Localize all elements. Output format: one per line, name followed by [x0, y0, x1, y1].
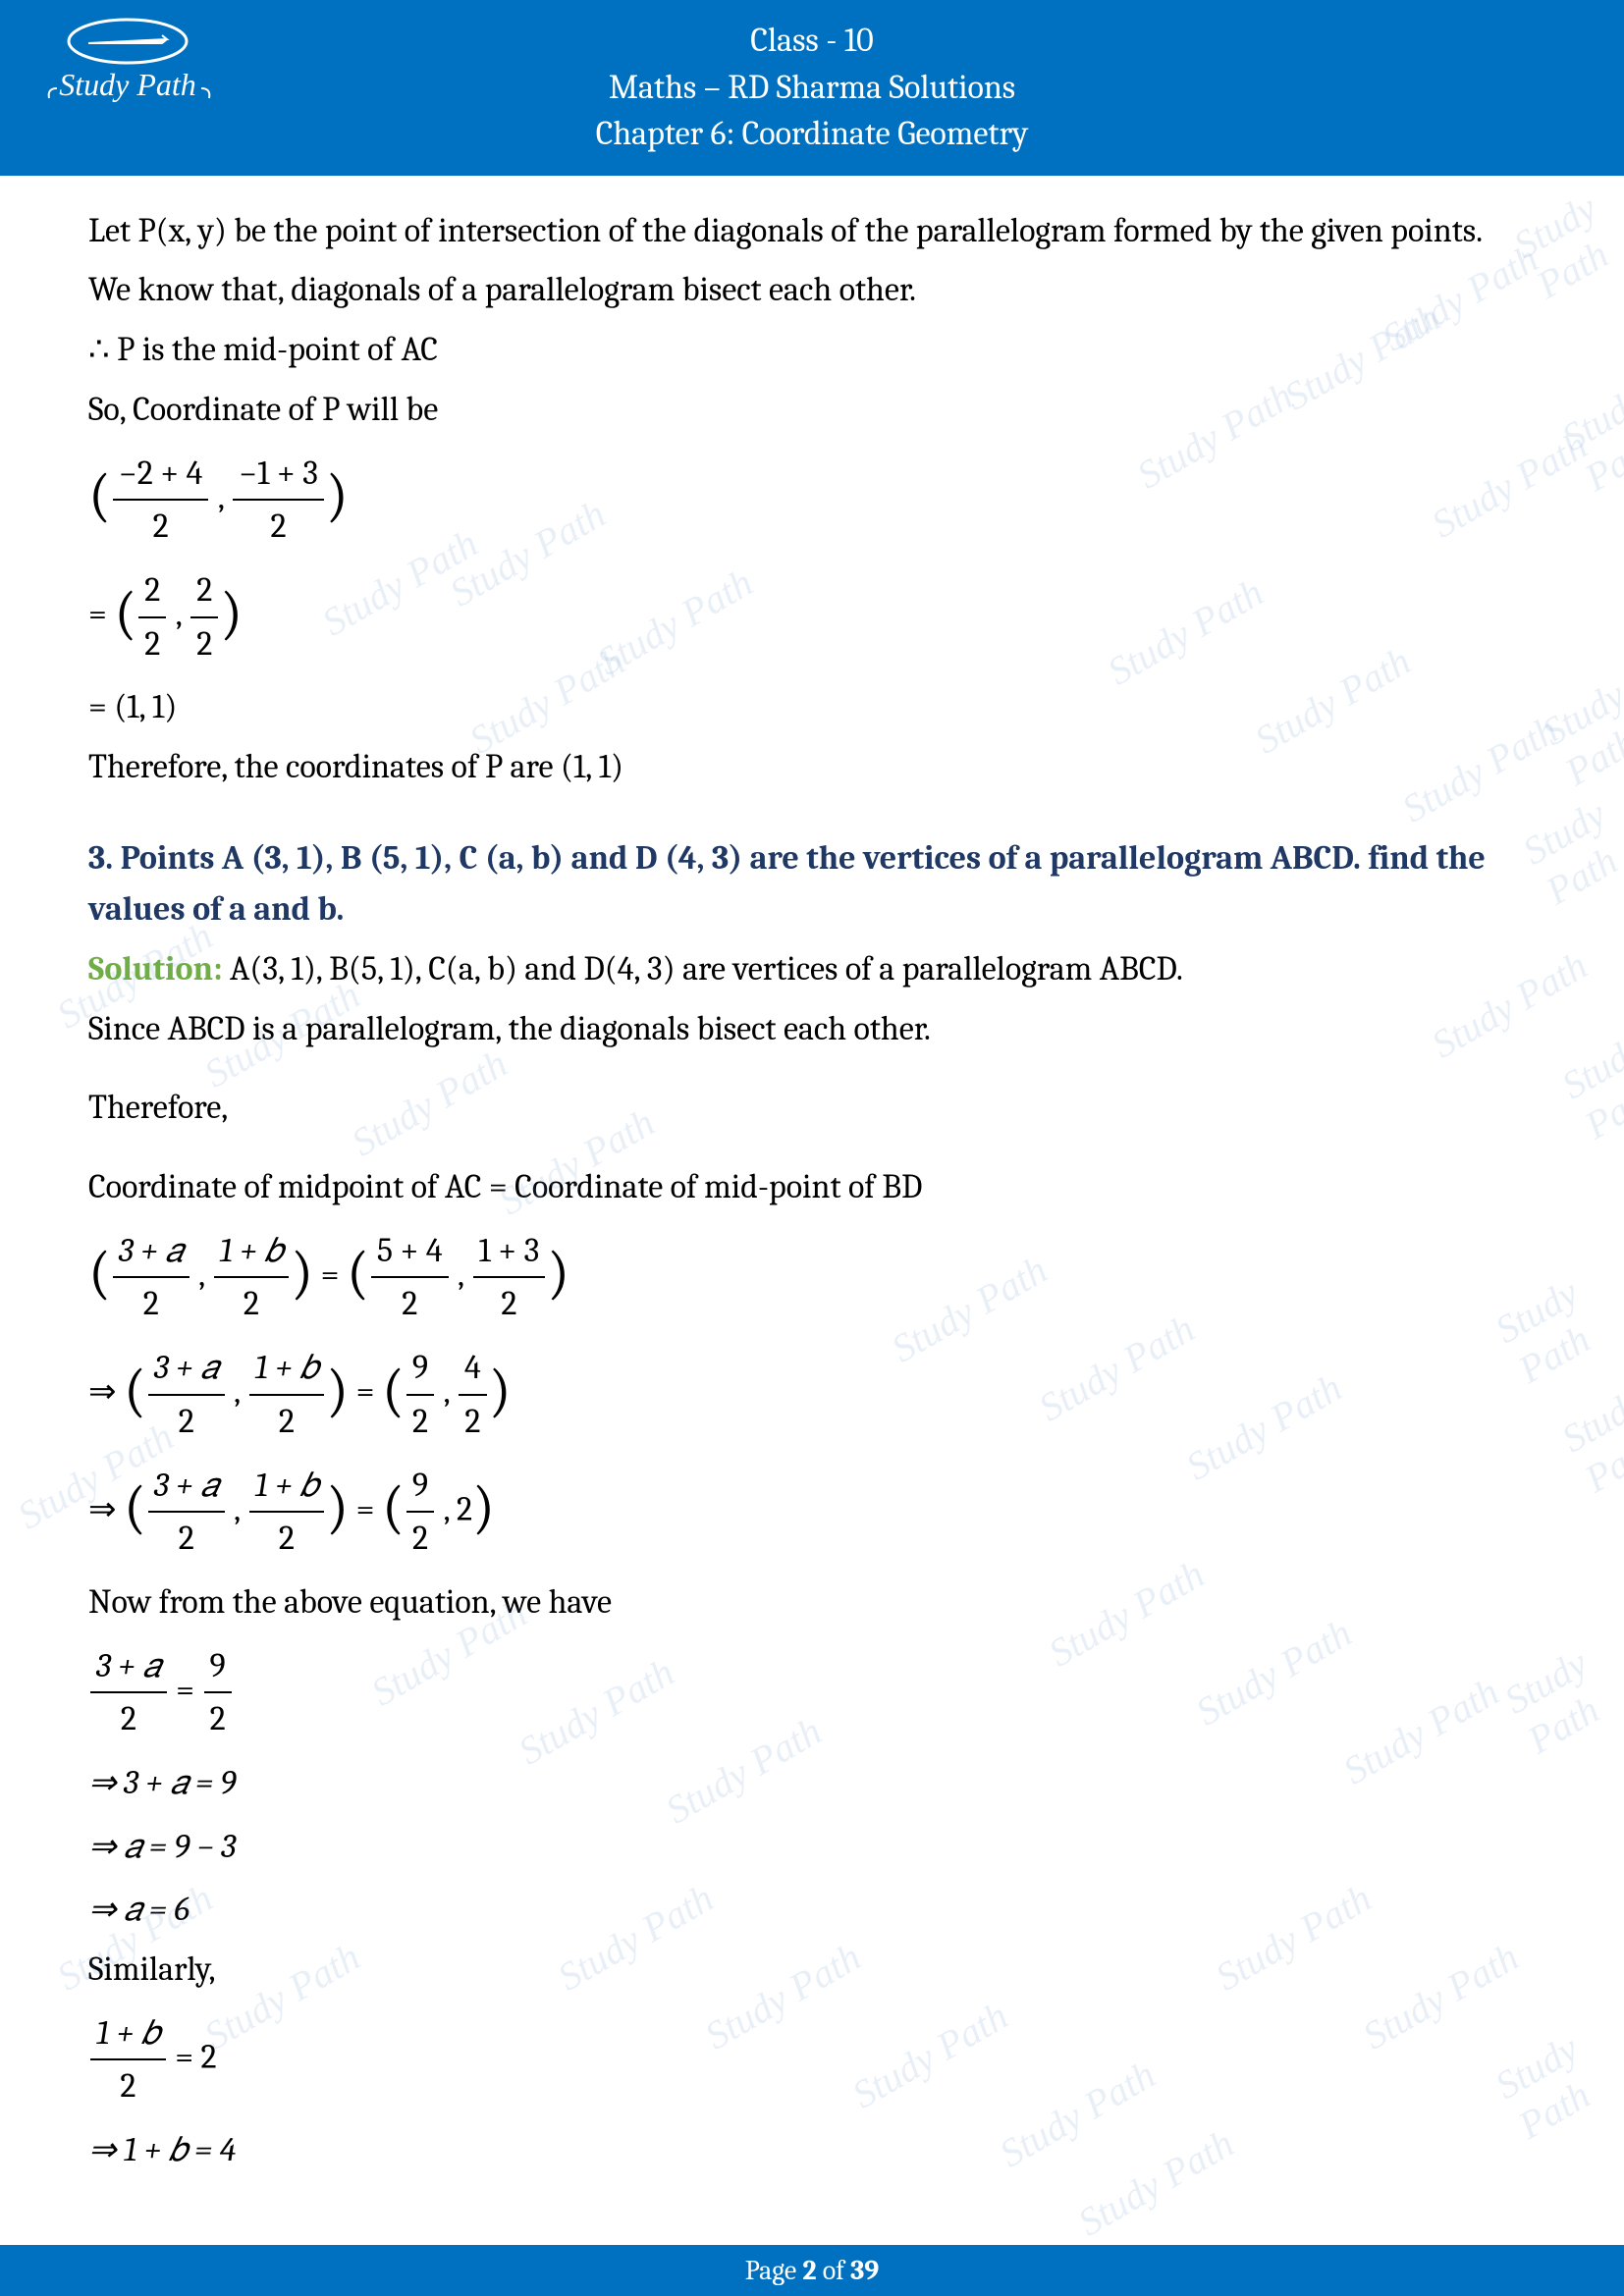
para-11: Similarly, — [88, 1944, 1536, 1996]
para-7: Since ABCD is a parallelogram, the diago… — [88, 1003, 1536, 1055]
footer-middle: of — [817, 2255, 851, 2286]
solution-line-1: Solution: A(3, 1), B(5, 1), C(a, b) and … — [88, 943, 1536, 995]
para-2: We know that, diagonals of a parallelogr… — [88, 264, 1536, 316]
equation-2: = (22 , 22) — [88, 564, 1536, 669]
equation-9: ⇒ 𝑎 = 9 − 3 — [88, 1821, 1536, 1873]
study-path-logo: Study Path — [29, 12, 226, 110]
para-3: ∴ P is the mid-point of AC — [88, 324, 1536, 376]
equation-11: 1 + 𝑏2 = 2 — [88, 2007, 1536, 2112]
page-footer: Page 2 of 39 — [0, 2245, 1624, 2296]
equation-12: ⇒ 1 + 𝑏 = 4 — [88, 2124, 1536, 2176]
page-number: 2 — [802, 2255, 816, 2286]
equation-7: 3 + 𝑎2 = 92 — [88, 1640, 1536, 1745]
para-8: Therefore, — [88, 1082, 1536, 1134]
class-label: Class - 10 — [0, 18, 1624, 65]
page-content: Let P(x, y) be the point of intersection… — [0, 176, 1624, 2176]
chapter-label: Chapter 6: Coordinate Geometry — [0, 111, 1624, 158]
page-total: 39 — [850, 2255, 879, 2286]
equation-4: (3 + 𝑎2 , 1 + 𝑏2) = (5 + 42 , 1 + 32) — [88, 1225, 1536, 1330]
para-4: So, Coordinate of P will be — [88, 384, 1536, 436]
para-9: Coordinate of midpoint of AC = Coordinat… — [88, 1161, 1536, 1213]
para-6: A(3, 1), B(5, 1), C(a, b) and D(4, 3) ar… — [223, 949, 1183, 988]
page-header: Study Path Class - 10 Maths – RD Sharma … — [0, 0, 1624, 176]
equation-10: ⇒ 𝑎 = 6 — [88, 1884, 1536, 1936]
para-5: Therefore, the coordinates of P are (1, … — [88, 741, 1536, 793]
equation-1: (−2 + 42 , −1 + 32) — [88, 448, 1536, 553]
solution-label: Solution: — [88, 949, 223, 988]
equation-8: ⇒ 3 + 𝑎 = 9 — [88, 1757, 1536, 1809]
para-1: Let P(x, y) be the point of intersection… — [88, 205, 1536, 257]
equation-6: ⇒ (3 + 𝑎2 , 1 + 𝑏2) = (92 , 2) — [88, 1460, 1536, 1565]
equation-5: ⇒ (3 + 𝑎2 , 1 + 𝑏2) = (92 , 42) — [88, 1342, 1536, 1447]
subject-label: Maths – RD Sharma Solutions — [0, 65, 1624, 112]
question-3: 3. Points A (3, 1), B (5, 1), C (a, b) a… — [88, 832, 1536, 935]
footer-prefix: Page — [745, 2255, 803, 2286]
para-10: Now from the above equation, we have — [88, 1576, 1536, 1629]
svg-text:Study Path: Study Path — [59, 67, 196, 102]
equation-3: = (1, 1) — [88, 681, 1536, 733]
